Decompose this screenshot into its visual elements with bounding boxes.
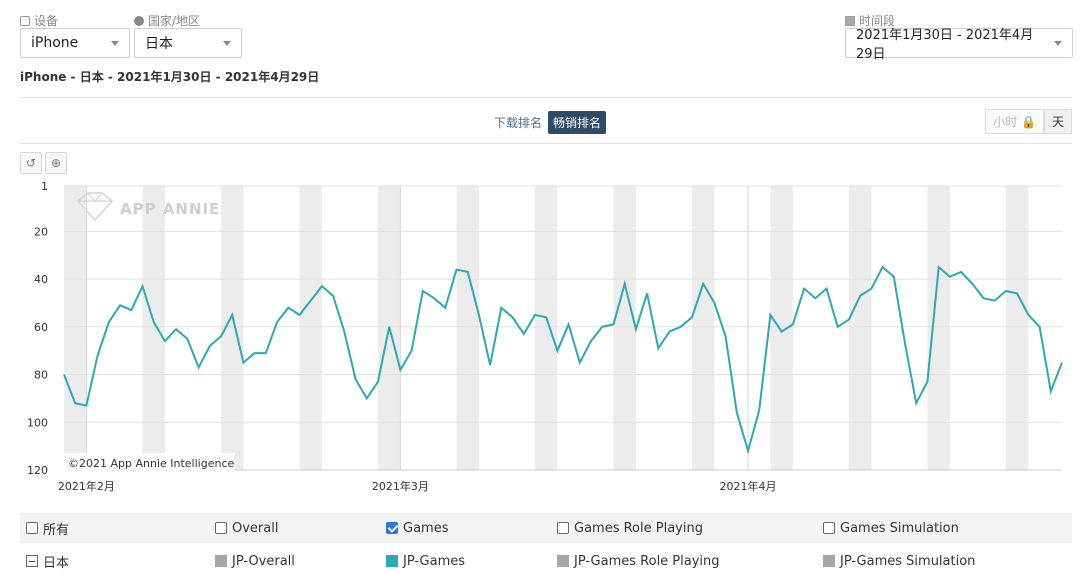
app-annie-watermark: APP ANNIE <box>76 192 220 222</box>
legend-filter-3[interactable]: Games Role Playing <box>557 521 703 536</box>
period-select-value: 2021年1月30日 - 2021年4月29日 <box>856 28 1034 62</box>
x-axis-ticks: 2021年2月 2021年3月 2021年4月 <box>58 479 777 493</box>
period-filter-label: 时间段 <box>845 12 895 29</box>
y-tick-label: 40 <box>34 273 48 286</box>
x-tick-label: 2021年3月 <box>372 479 429 493</box>
divider <box>20 97 1072 98</box>
legend-filter-1[interactable]: Overall <box>215 521 278 536</box>
copyright-bg <box>63 453 235 471</box>
weekend-band <box>534 186 558 470</box>
y-tick-label: 100 <box>27 416 48 429</box>
chevron-down-icon <box>111 40 119 46</box>
legend-filter-label: Overall <box>232 520 279 536</box>
weekend-band <box>142 186 165 470</box>
weekend-band <box>848 186 872 470</box>
watermark-text: APP ANNIE <box>120 200 220 218</box>
weekend-band <box>613 186 636 470</box>
zoom-icon: ⊕ <box>50 156 62 170</box>
chevron-down-icon <box>223 40 231 46</box>
country-select-value: 日本 <box>145 36 173 52</box>
legend-filter-label: Games Simulation <box>840 520 959 536</box>
legend-filter-label: 所有 <box>43 522 70 538</box>
lock-icon: 🔒 <box>1021 115 1036 129</box>
weekend-band <box>299 186 322 470</box>
page-subtitle: iPhone - 日本 - 2021年1月30日 - 2021年4月29日 <box>20 70 320 84</box>
weekend-band <box>220 186 244 470</box>
legend-series-item[interactable]: JP-Overall <box>215 554 295 569</box>
divider <box>20 143 1072 144</box>
zoom-button[interactable]: ⊕ <box>45 152 67 174</box>
legend-series-item[interactable]: JP-Games Simulation <box>823 554 975 569</box>
x-tick-label: 2021年2月 <box>58 479 115 493</box>
copyright-text: ©2021 App Annie Intelligence <box>68 457 235 470</box>
y-tick-label: 80 <box>34 369 48 382</box>
collapse-icon[interactable] <box>26 555 38 567</box>
checkbox-icon[interactable] <box>215 522 227 534</box>
device-select-value: iPhone <box>31 35 79 51</box>
month-lines <box>85 186 749 470</box>
weekend-band <box>64 186 87 470</box>
checkbox-icon[interactable] <box>823 522 835 534</box>
chevron-down-icon <box>1054 40 1062 46</box>
legend-filter-0[interactable]: 所有 <box>26 519 69 538</box>
legend-filter-label: Games Role Playing <box>574 520 703 536</box>
y-tick-label: 20 <box>34 225 48 238</box>
series-line-jp-games <box>63 265 1063 455</box>
globe-icon <box>134 15 144 26</box>
legend-swatch <box>557 555 569 567</box>
y-tick-label: 120 <box>27 464 48 477</box>
hour-toggle[interactable]: 小时 🔒 <box>985 109 1044 134</box>
day-toggle[interactable]: 天 <box>1043 109 1072 134</box>
y-tick-label: 1 <box>41 180 48 193</box>
download-rank-tab[interactable]: 下载排名 <box>494 116 543 130</box>
weekend-band <box>927 186 950 470</box>
device-icon <box>20 15 30 26</box>
weekend-band <box>456 186 479 470</box>
weekend-band <box>691 186 715 470</box>
legend-swatch <box>386 555 398 567</box>
legend-filter-label: Games <box>403 520 449 536</box>
legend-series-item[interactable]: JP-Games Role Playing <box>557 554 720 569</box>
checkbox-checked-icon[interactable] <box>386 522 398 534</box>
grossing-rank-tab[interactable]: 畅销排名 <box>548 111 607 134</box>
weekend-band <box>1005 186 1029 470</box>
legend-series-row: 日本 JP-Overall JP-Games JP-Games Role Playi… <box>20 546 1072 576</box>
diamond-logo-icon <box>76 192 114 222</box>
device-filter-label: 设备 <box>20 12 58 29</box>
checkbox-icon[interactable] <box>557 522 569 534</box>
legend-swatch <box>823 555 835 567</box>
weekend-band <box>770 186 793 470</box>
country-filter-label: 国家/地区 <box>134 12 200 29</box>
checkbox-icon[interactable] <box>26 522 38 534</box>
granularity-toggle: 小时 🔒 天 <box>985 109 1072 134</box>
x-tick-label: 2021年4月 <box>720 479 777 493</box>
y-tick-label: 60 <box>34 321 48 334</box>
legend-filter-2[interactable]: Games <box>386 521 448 536</box>
gridlines <box>64 185 1062 471</box>
legend-filter-4[interactable]: Games Simulation <box>823 521 959 536</box>
reset-icon: ↺ <box>25 156 37 170</box>
period-select[interactable]: 2021年1月30日 - 2021年4月29日 <box>845 28 1073 62</box>
weekend-bands <box>64 186 1029 470</box>
legend-series-item[interactable]: JP-Games <box>386 554 465 569</box>
legend-series-label: JP-Overall <box>232 553 295 569</box>
reset-zoom-button[interactable]: ↺ <box>20 152 42 174</box>
legend-swatch <box>215 555 227 567</box>
country-select[interactable]: 日本 <box>134 28 242 58</box>
legend-header-row: 所有 Overall Games Games Role Playing Games Si… <box>20 513 1072 543</box>
rank-toggle: 下载排名 畅销排名 <box>492 111 607 134</box>
legend-series-label: JP-Games <box>403 553 466 569</box>
country-group[interactable]: 日本 <box>26 552 69 571</box>
legend-series-label: JP-Games Simulation <box>840 553 976 569</box>
legend-series-label: JP-Games Role Playing <box>574 553 720 569</box>
calendar-icon <box>845 15 855 26</box>
device-select[interactable]: iPhone <box>20 28 130 58</box>
